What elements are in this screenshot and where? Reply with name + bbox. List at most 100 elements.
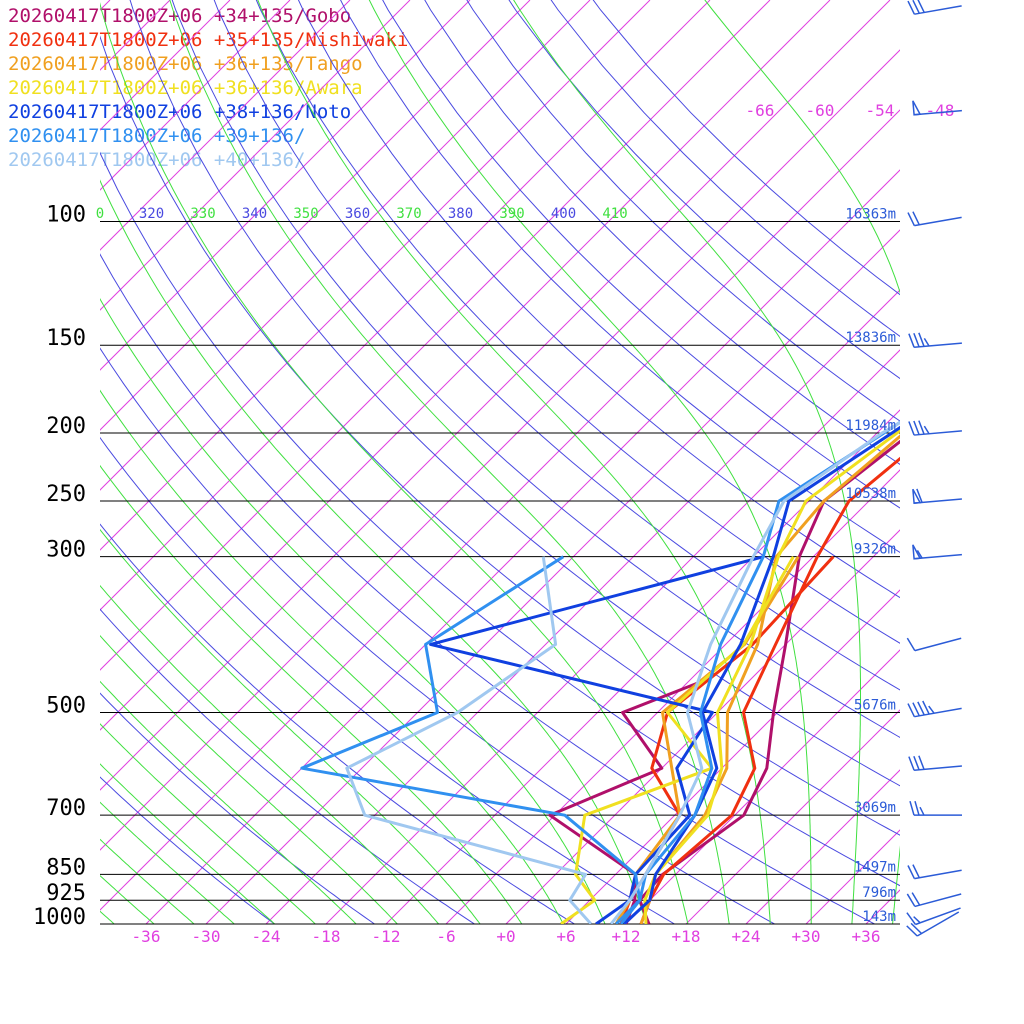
wind-barb-pennant: [912, 544, 922, 560]
isotherm-line: [100, 0, 231, 131]
pressure-label: 1000: [33, 905, 86, 930]
moist-adiabat-line: [100, 528, 481, 924]
background-lines: [100, 0, 1024, 924]
wind-barb-feather: [906, 637, 916, 652]
wind-barb-pennant: [912, 100, 922, 116]
dry-adiabat-line: [466, 0, 900, 422]
temperature-tick-label: +36: [852, 927, 881, 946]
moist-adiabat-line: [100, 464, 523, 924]
wind-barb-staff: [914, 637, 962, 652]
isotherm-line: [100, 0, 831, 731]
wind-barb-staff: [914, 707, 962, 718]
wind-barb: [906, 907, 961, 926]
isotherm-line: [100, 0, 891, 791]
isotherm-line: [100, 0, 531, 431]
legend-item: 20260417T1800Z+06 +39+136/: [8, 125, 306, 147]
wind-barb-pennant: [912, 488, 922, 504]
wind-barb-feather: [923, 337, 930, 347]
moist-adiabat-line: [100, 297, 606, 924]
theta-label: 410: [602, 206, 627, 222]
isotherm-line: [325, 349, 900, 924]
temperature-tick-label: -24: [252, 927, 281, 946]
wind-barb-feather: [906, 893, 916, 907]
legend-item: 20260417T1800Z+06 +38+136/Noto: [8, 101, 352, 123]
dry-adiabat-line: [100, 692, 376, 924]
theta-label: 370: [396, 206, 421, 222]
wind-barb: [907, 0, 962, 15]
wind-barb-staff: [914, 109, 962, 116]
moist-adiabat-line: [100, 680, 357, 924]
theta-label: 360: [345, 206, 370, 222]
wind-barb: [906, 637, 962, 652]
wind-barb: [912, 544, 962, 560]
wind-barb-staff: [916, 911, 960, 937]
height-label: 11984m: [845, 418, 896, 434]
height-label: 9326m: [854, 542, 896, 558]
wind-barb: [907, 211, 962, 227]
height-label: 3069m: [854, 800, 896, 816]
wind-barb-staff: [914, 430, 962, 436]
dry-adiabat-line: [297, 0, 900, 599]
theta-label: 330: [190, 206, 215, 222]
height-label: 1497m: [854, 859, 896, 875]
theta-label: 350: [293, 206, 318, 222]
wind-barb-feather: [923, 425, 930, 435]
wind-barb-feather: [913, 332, 920, 348]
isobars: [100, 221, 900, 925]
theta-label: 340: [242, 206, 267, 222]
wind-barb-feather: [912, 864, 920, 879]
dry-adiabat-line: [100, 436, 676, 924]
isotherm-line: [565, 589, 900, 924]
isotherm-line: [205, 229, 900, 924]
wind-barb-feather: [907, 865, 916, 879]
legend-item: 20260417T1800Z+06 +36+136/Awara: [8, 77, 363, 99]
height-label: 10538m: [845, 486, 896, 502]
wind-barb: [906, 911, 960, 937]
moist-adiabat-line: [100, 801, 236, 924]
wind-barb: [908, 420, 962, 436]
wind-barb: [912, 488, 962, 504]
wind-barb-staff: [914, 342, 962, 349]
wind-barb-feather: [908, 756, 915, 771]
wind-barb-staff: [914, 5, 962, 15]
dry-adiabat-line: [424, 0, 900, 465]
wind-barb-feather: [913, 420, 920, 435]
isotherm-line: [685, 709, 900, 924]
wind-barb-feather: [907, 0, 916, 15]
wind-barb-feather: [914, 800, 920, 816]
temperature-tick-label: +24: [732, 927, 761, 946]
wind-barb: [908, 332, 962, 349]
isotherm-line: [265, 289, 900, 924]
dry-adiabat-line: [100, 253, 876, 924]
isotherm-line: [100, 0, 711, 611]
dry-adiabat-line: [100, 523, 576, 924]
dry-adiabat-line: [100, 347, 776, 924]
wind-barb-feather: [908, 333, 915, 348]
temperature-tick-label: +0: [496, 927, 515, 946]
isotherm-line: [100, 0, 351, 251]
sounding-series: [300, 420, 900, 924]
temperature-tick-label: -36: [132, 927, 161, 946]
wind-barb: [908, 755, 962, 771]
wind-barb-feather: [918, 420, 925, 435]
isotherm-line: [100, 0, 111, 11]
wind-barb-feather: [928, 705, 935, 714]
wind-barb: [907, 700, 962, 718]
moist-adiabat-line: [100, 874, 155, 924]
wind-barb-feather: [913, 916, 921, 924]
height-label: 143m: [862, 909, 896, 925]
wind-barb-feather: [919, 806, 925, 816]
moist-adiabat-line: [100, 634, 399, 924]
wind-barb-feather: [907, 212, 916, 226]
isotherm-line: [926, 0, 1024, 924]
wind-barb: [909, 800, 962, 816]
wind-barb-feather: [912, 702, 920, 717]
temperature-line: [638, 439, 900, 924]
wind-barb-staff: [915, 907, 961, 926]
wind-barb: [907, 864, 962, 880]
dewpoint-line: [429, 555, 764, 924]
height-label: 16363m: [845, 207, 896, 223]
wind-barb-feather: [908, 421, 915, 436]
pressure-label: 150: [46, 326, 86, 351]
dewpoint-line: [548, 679, 706, 924]
